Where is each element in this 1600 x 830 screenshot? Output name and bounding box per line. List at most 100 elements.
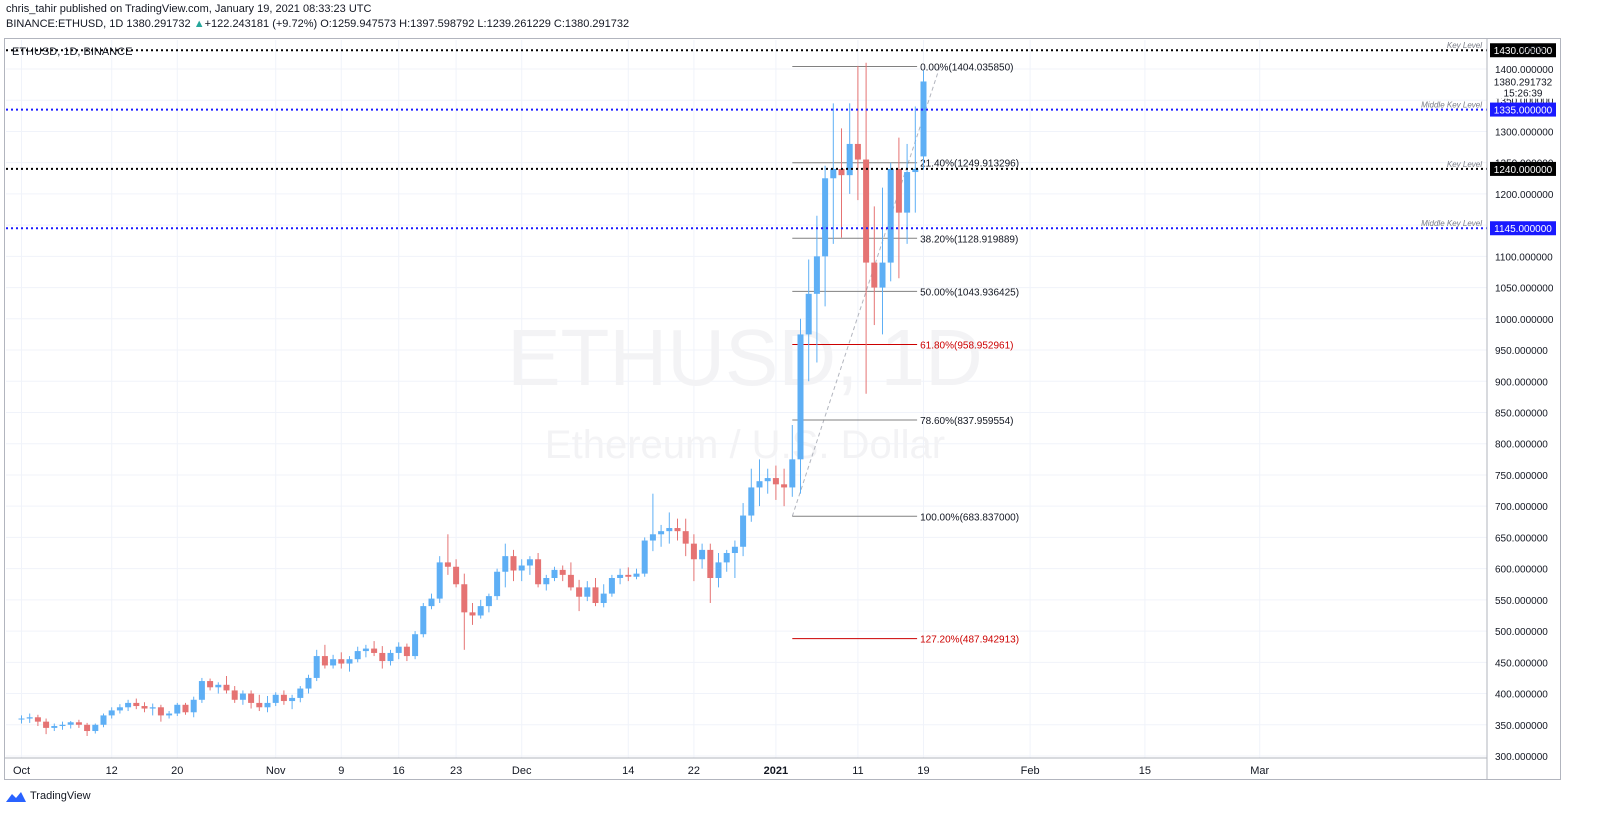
candle[interactable] <box>371 641 378 657</box>
candle[interactable] <box>190 696 197 718</box>
candle[interactable] <box>895 137 902 279</box>
candle[interactable] <box>912 106 919 213</box>
candle[interactable] <box>231 686 238 703</box>
candle[interactable] <box>830 103 837 244</box>
candle[interactable] <box>485 593 492 613</box>
candle[interactable] <box>92 723 99 734</box>
candle[interactable] <box>543 574 550 591</box>
candle[interactable] <box>51 723 58 732</box>
candle[interactable] <box>346 656 353 672</box>
candle[interactable] <box>584 581 591 602</box>
candle[interactable] <box>608 574 615 597</box>
candle[interactable] <box>297 686 304 703</box>
candle[interactable] <box>887 162 894 282</box>
candle[interactable] <box>18 715 25 724</box>
candle[interactable] <box>822 165 829 307</box>
candle[interactable] <box>477 599 484 619</box>
candle[interactable] <box>239 690 246 705</box>
candle[interactable] <box>174 702 181 717</box>
candle[interactable] <box>149 703 156 716</box>
candle[interactable] <box>444 534 451 575</box>
candle[interactable] <box>772 465 779 500</box>
candle[interactable] <box>764 468 771 494</box>
candle[interactable] <box>649 493 656 552</box>
candle[interactable] <box>412 631 419 660</box>
candle[interactable] <box>387 649 394 666</box>
candle[interactable] <box>658 524 665 547</box>
candle[interactable] <box>453 559 460 588</box>
candle[interactable] <box>280 690 287 705</box>
candle[interactable] <box>518 559 525 582</box>
candle[interactable] <box>84 722 91 737</box>
candle[interactable] <box>904 143 911 244</box>
candle[interactable] <box>813 215 820 363</box>
candle[interactable] <box>321 644 328 669</box>
candle[interactable] <box>354 646 361 663</box>
candle[interactable] <box>116 704 123 714</box>
candle[interactable] <box>264 696 271 713</box>
candle[interactable] <box>108 707 115 719</box>
candle[interactable] <box>641 537 648 577</box>
candle[interactable] <box>428 593 435 610</box>
candle[interactable] <box>707 543 714 603</box>
candle[interactable] <box>100 713 107 728</box>
candle[interactable] <box>207 678 214 691</box>
candle[interactable] <box>748 468 755 522</box>
candle[interactable] <box>157 704 164 722</box>
candle[interactable] <box>740 503 747 557</box>
candle[interactable] <box>469 602 476 625</box>
candle[interactable] <box>313 649 320 682</box>
candle[interactable] <box>289 694 296 710</box>
candle[interactable] <box>723 549 730 572</box>
candle[interactable] <box>26 713 33 723</box>
candle[interactable] <box>674 518 681 541</box>
candle[interactable] <box>256 694 263 712</box>
candle[interactable] <box>494 568 501 600</box>
candle[interactable] <box>666 512 673 544</box>
candle[interactable] <box>215 682 222 694</box>
candle[interactable] <box>559 565 566 582</box>
candle[interactable] <box>797 318 804 494</box>
candle[interactable] <box>633 568 640 580</box>
candle[interactable] <box>395 642 402 660</box>
candle[interactable] <box>461 573 468 650</box>
candle[interactable] <box>338 652 345 669</box>
candle[interactable] <box>67 721 74 729</box>
candle[interactable] <box>731 540 738 578</box>
candle[interactable] <box>166 711 173 719</box>
candle[interactable] <box>576 579 583 612</box>
candle[interactable] <box>502 543 509 588</box>
candle[interactable] <box>920 70 927 170</box>
candle[interactable] <box>567 562 574 591</box>
candle[interactable] <box>699 543 706 569</box>
candle[interactable] <box>272 692 279 707</box>
candle[interactable] <box>682 518 689 557</box>
candle[interactable] <box>715 553 722 588</box>
candle[interactable] <box>198 677 205 703</box>
candle[interactable] <box>879 187 886 335</box>
candle[interactable] <box>362 644 369 658</box>
candle[interactable] <box>141 702 148 713</box>
candle[interactable] <box>420 602 427 638</box>
candle[interactable] <box>789 424 796 497</box>
candle[interactable] <box>75 719 82 728</box>
candle[interactable] <box>43 718 50 735</box>
candle[interactable] <box>600 584 607 608</box>
candle[interactable] <box>805 259 812 382</box>
candle[interactable] <box>305 674 312 694</box>
candle[interactable] <box>854 65 861 201</box>
candle[interactable] <box>690 534 697 582</box>
candle[interactable] <box>625 567 632 582</box>
candle[interactable] <box>59 721 66 730</box>
candle[interactable] <box>617 568 624 585</box>
candle[interactable] <box>510 549 517 582</box>
candle[interactable] <box>403 643 410 662</box>
candle[interactable] <box>34 714 41 727</box>
candle[interactable] <box>182 702 189 715</box>
candle[interactable] <box>379 646 386 669</box>
candle[interactable] <box>838 128 845 238</box>
tradingview-logo[interactable]: TradingView <box>6 790 91 802</box>
candle[interactable] <box>871 206 878 326</box>
candle[interactable] <box>756 459 763 507</box>
